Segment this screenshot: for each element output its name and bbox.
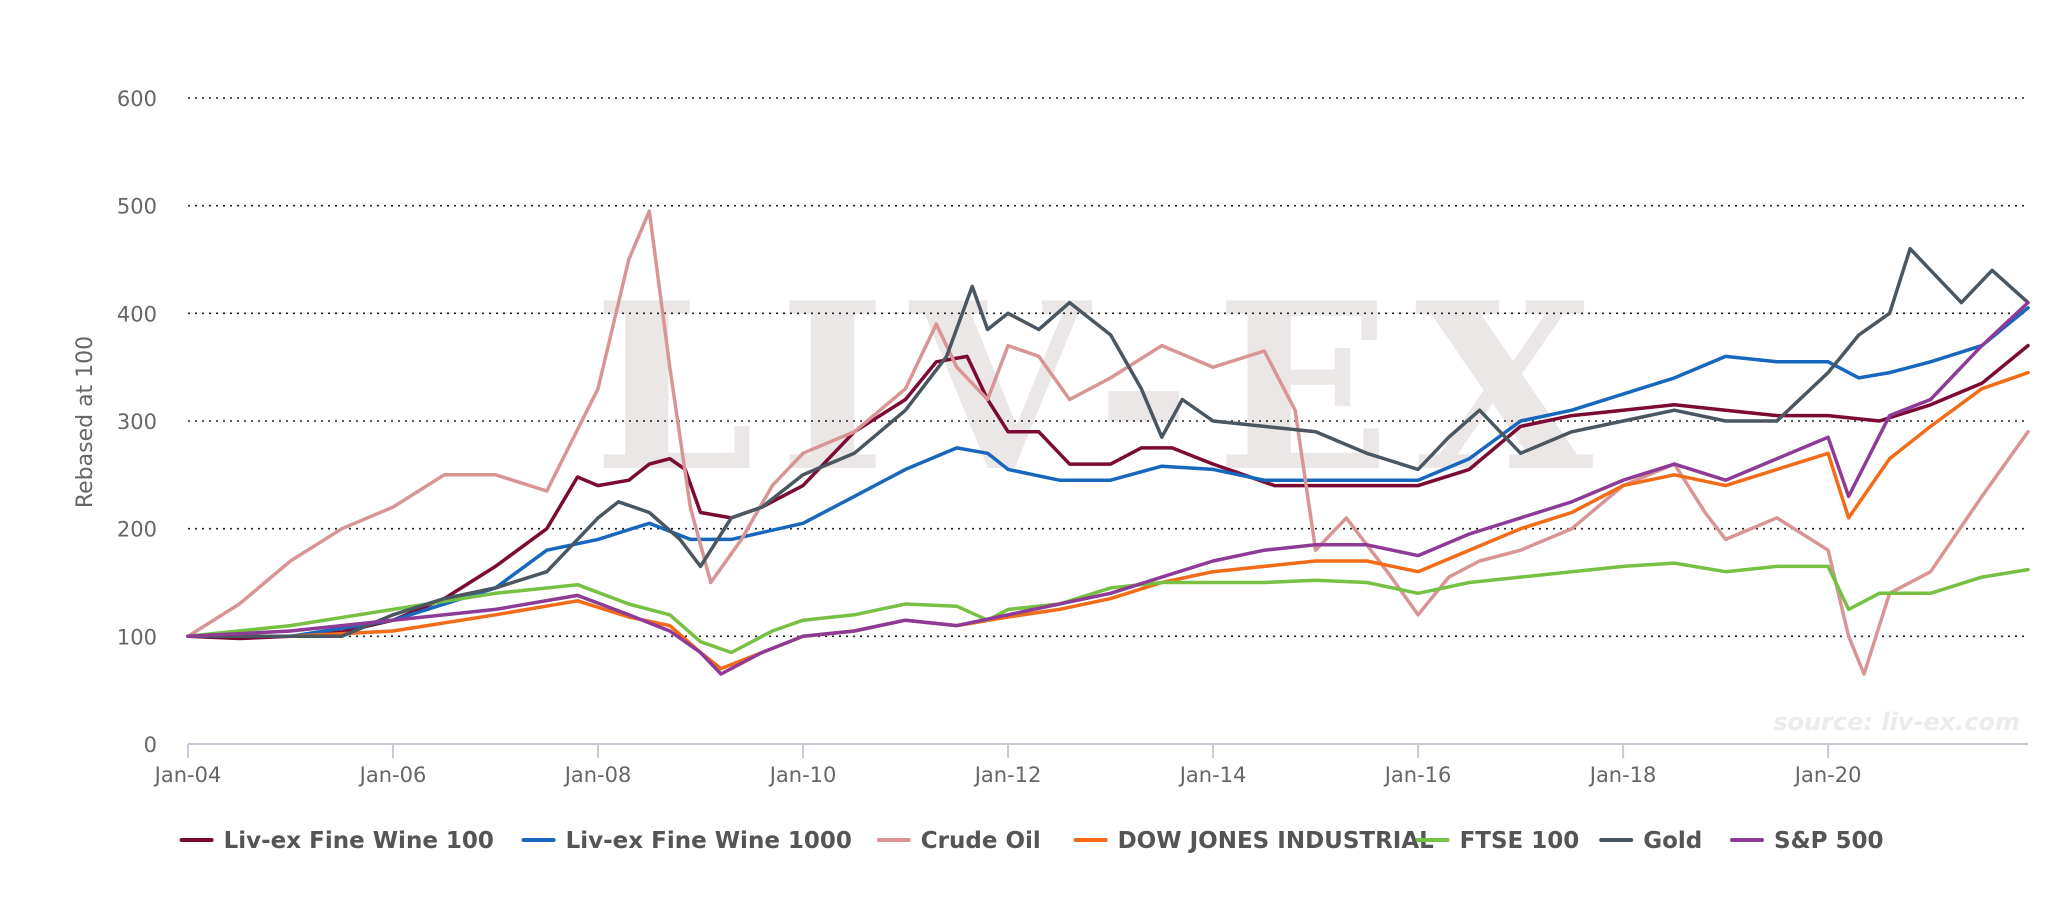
legend-label: DOW JONES INDUSTRIAL xyxy=(1118,828,1435,854)
legend-label: Gold xyxy=(1643,828,1702,854)
series-line-5 xyxy=(186,246,2030,639)
y-tick-label: 600 xyxy=(117,87,157,111)
series-line-3 xyxy=(186,370,2030,671)
x-tick-label: Jan-12 xyxy=(973,763,1042,787)
series-line-1 xyxy=(186,306,2030,639)
x-tick-label: Jan-20 xyxy=(1793,763,1862,787)
x-tick-label: Jan-04 xyxy=(153,763,222,787)
y-tick-label: 500 xyxy=(117,195,157,219)
source-label: source: liv-ex.com xyxy=(1773,708,2020,736)
liv-ex-watermark: LIV-EX xyxy=(593,253,1617,523)
series-layer xyxy=(186,209,2030,676)
series-line-4 xyxy=(186,561,2030,655)
y-tick-label: 0 xyxy=(144,733,157,757)
y-tick-label: 300 xyxy=(117,410,157,434)
legend-item[interactable]: Crude Oil xyxy=(876,828,1041,854)
series-line-6 xyxy=(186,300,2030,676)
y-tick-label: 400 xyxy=(117,302,157,326)
legend-label: Liv-ex Fine Wine 1000 xyxy=(566,828,852,854)
watermark-layer: LIV-EX xyxy=(593,253,1617,523)
legend-item[interactable]: Liv-ex Fine Wine 1000 xyxy=(521,828,852,854)
series-line-0 xyxy=(186,343,2030,641)
legend-item[interactable]: Liv-ex Fine Wine 100 xyxy=(179,828,494,854)
legend-label: FTSE 100 xyxy=(1460,828,1580,854)
legend-label: S&P 500 xyxy=(1774,828,1884,854)
x-tick-label: Jan-14 xyxy=(1178,763,1247,787)
legend-label: Crude Oil xyxy=(921,828,1041,854)
legend-item[interactable]: Gold xyxy=(1599,828,1702,854)
y-axis-title: Rebased at 100 xyxy=(73,336,98,508)
legend: Liv-ex Fine Wine 100 Liv-ex Fine Wine 100… xyxy=(179,828,1884,854)
y-tick-label: 200 xyxy=(117,518,157,542)
x-tick-label: Jan-08 xyxy=(563,763,632,787)
x-tick-label: Jan-06 xyxy=(358,763,427,787)
x-tick-label: Jan-18 xyxy=(1588,763,1657,787)
y-tick-label: 100 xyxy=(117,625,157,649)
x-tick-label: Jan-10 xyxy=(768,763,837,787)
series-line-2 xyxy=(186,209,2030,676)
legend-item[interactable]: FTSE 100 xyxy=(1415,828,1580,854)
legend-item[interactable]: DOW JONES INDUSTRIAL xyxy=(1073,828,1435,854)
legend-label: Liv-ex Fine Wine 100 xyxy=(224,828,494,854)
legend-item[interactable]: S&P 500 xyxy=(1730,828,1884,854)
x-tick-label: Jan-16 xyxy=(1383,763,1452,787)
axis-layer: 0 100 200 300 400 500 600 Jan-04 Jan-06 Jan-08 Jan… xyxy=(117,87,2028,787)
